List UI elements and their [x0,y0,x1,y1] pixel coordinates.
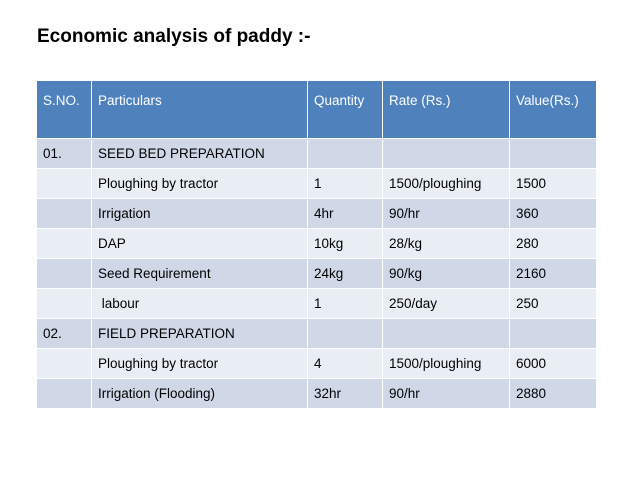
cell-quantity: 1 [307,288,383,319]
cell-rate [382,138,510,169]
table-row: Ploughing by tractor 1 1500/ploughing 15… [36,168,597,199]
cell-sno [36,228,92,259]
table-row: Irrigation (Flooding) 32hr 90/hr 2880 [36,378,597,409]
table-row: 01. SEED BED PREPARATION [36,138,597,169]
cell-particulars: Irrigation (Flooding) [91,378,308,409]
table-row: labour 1 250/day 250 [36,288,597,319]
cell-sno [36,198,92,229]
cell-rate: 1500/ploughing [382,348,510,379]
cell-value: 360 [509,198,597,229]
header-particulars: Particulars [91,80,308,139]
table-row: Ploughing by tractor 4 1500/ploughing 60… [36,348,597,379]
cell-rate: 250/day [382,288,510,319]
cell-rate: 28/kg [382,228,510,259]
cell-quantity: 10kg [307,228,383,259]
cell-value: 6000 [509,348,597,379]
cell-quantity: 4hr [307,198,383,229]
cell-quantity [307,318,383,349]
cell-sno [36,378,92,409]
table-header-row: S.NO. Particulars Quantity Rate (Rs.) Va… [36,80,597,139]
cell-particulars: Ploughing by tractor [91,348,308,379]
cell-value: 1500 [509,168,597,199]
cell-value [509,138,597,169]
cell-quantity [307,138,383,169]
table-row: Irrigation 4hr 90/hr 360 [36,198,597,229]
header-sno: S.NO. [36,80,92,139]
cell-sno [36,168,92,199]
header-rate: Rate (Rs.) [382,80,510,139]
cell-quantity: 1 [307,168,383,199]
slide-title: Economic analysis of paddy :- [37,26,311,47]
table-row: 02. FIELD PREPARATION [36,318,597,349]
cell-quantity: 24kg [307,258,383,289]
cell-particulars: Seed Requirement [91,258,308,289]
cell-sno: 01. [36,138,92,169]
cell-particulars: SEED BED PREPARATION [91,138,308,169]
cell-value: 2880 [509,378,597,409]
cell-particulars: labour [91,288,308,319]
cell-sno [36,258,92,289]
cell-quantity: 4 [307,348,383,379]
cell-value: 250 [509,288,597,319]
cell-particulars: Irrigation [91,198,308,229]
cell-quantity: 32hr [307,378,383,409]
table-row: Seed Requirement 24kg 90/kg 2160 [36,258,597,289]
cell-sno: 02. [36,318,92,349]
cell-rate [382,318,510,349]
cell-rate: 90/hr [382,378,510,409]
cell-value [509,318,597,349]
cell-value: 280 [509,228,597,259]
cell-particulars: DAP [91,228,308,259]
economic-analysis-table: S.NO. Particulars Quantity Rate (Rs.) Va… [36,80,597,409]
cell-particulars: FIELD PREPARATION [91,318,308,349]
cell-particulars: Ploughing by tractor [91,168,308,199]
cell-rate: 90/kg [382,258,510,289]
header-value: Value(Rs.) [509,80,597,139]
cell-rate: 1500/ploughing [382,168,510,199]
cell-sno [36,348,92,379]
table-row: DAP 10kg 28/kg 280 [36,228,597,259]
header-quantity: Quantity [307,80,383,139]
cell-sno [36,288,92,319]
cell-rate: 90/hr [382,198,510,229]
cell-value: 2160 [509,258,597,289]
